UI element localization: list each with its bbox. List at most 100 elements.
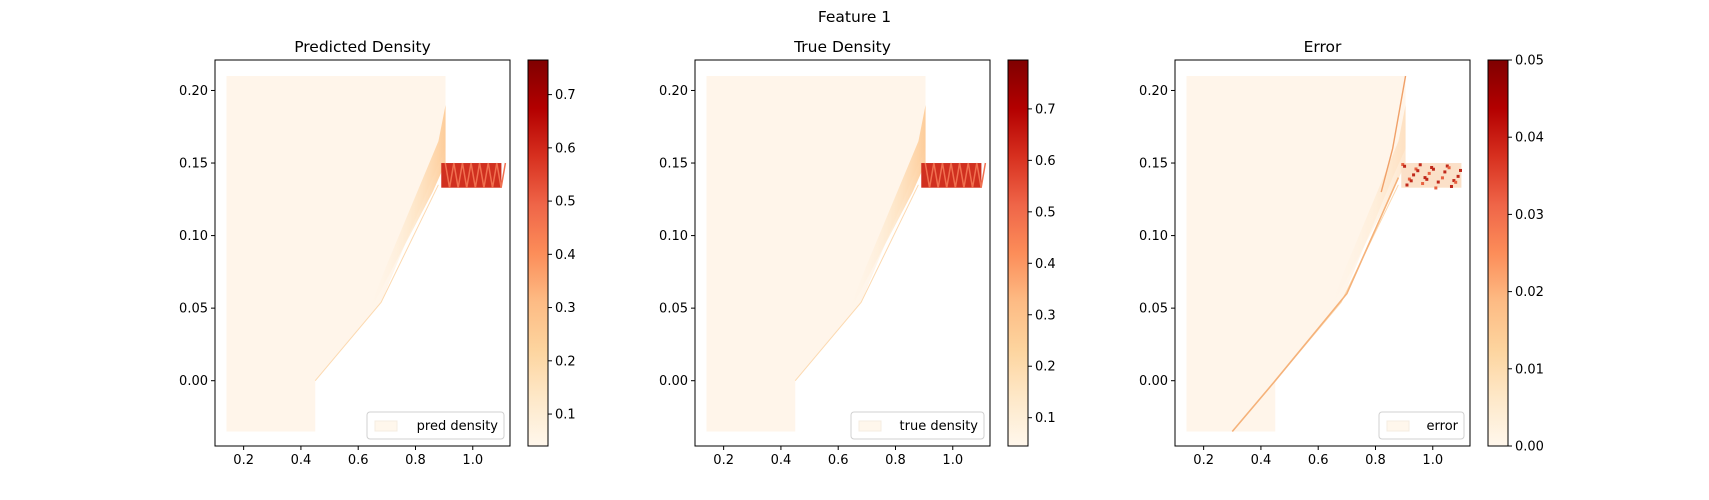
colorbar-tick-label: 0.3 [1035, 308, 1056, 323]
error-speck [1418, 163, 1422, 167]
shock-edge [794, 184, 919, 382]
colorbar-tick-label: 0.02 [1515, 285, 1544, 300]
x-tick-label: 0.2 [1193, 453, 1214, 468]
colorbar-tick-label: 0.5 [1035, 205, 1056, 220]
y-tick-label: 0.20 [179, 84, 208, 99]
colorbar-tick-label: 0.03 [1515, 208, 1544, 223]
panel-1: Predicted Density 0.2 0.4 0.6 0.8 1.0 0.00 0.05… [179, 38, 576, 468]
y-tick-label: 0.05 [1139, 302, 1168, 317]
channel-wave [924, 162, 935, 188]
channel-wave [461, 162, 472, 188]
legend-swatch [374, 420, 398, 432]
axes-frame [694, 59, 991, 447]
x-tick-label: 0.8 [885, 453, 906, 468]
legend-box [1378, 411, 1465, 440]
error-streak-upper [1380, 75, 1407, 193]
colorbar-tick-label: 0.1 [1035, 411, 1056, 426]
error-speck [1427, 171, 1431, 175]
y-tick-label: 0.10 [659, 229, 688, 244]
legend-label: true density [900, 419, 979, 434]
error-speck [1425, 177, 1429, 181]
y-tick-label: 0.00 [1139, 374, 1168, 389]
channel-wave [941, 162, 952, 188]
error-streak [1231, 177, 1400, 433]
axes-frame [1174, 59, 1471, 447]
density-field [226, 75, 446, 432]
colorbar-tick-label: 0.3 [555, 301, 576, 316]
y-tick-label: 0.20 [1139, 84, 1168, 99]
panel-2: True Density 0.2 0.4 0.6 0.8 1.0 0.00 0.05 0.10 0… [659, 38, 1056, 468]
channel-wave [967, 162, 978, 188]
x-tick-label: 0.6 [348, 453, 369, 468]
error-speck [1434, 186, 1438, 190]
colorbar-tick-label: 0.6 [555, 141, 576, 156]
colorbar [1487, 59, 1509, 447]
colorbar-tick-label: 0.2 [555, 354, 576, 369]
error-speck [1412, 173, 1416, 177]
error-speck [1414, 167, 1418, 171]
x-tick-label: 1.0 [462, 453, 483, 468]
panel-title: Predicted Density [294, 38, 431, 56]
error-speck [1449, 184, 1453, 188]
x-tick-label: 1.0 [942, 453, 963, 468]
channel-wave [496, 162, 507, 188]
colorbar-tick-label: 0.7 [555, 88, 576, 103]
legend-label: error [1427, 419, 1459, 434]
y-tick-label: 0.05 [659, 302, 688, 317]
legend-box [366, 411, 505, 440]
axes-frame [214, 59, 511, 447]
error-speck [1459, 168, 1463, 172]
error-speck [1403, 164, 1407, 168]
error-speck [1401, 163, 1405, 167]
shock-edge [314, 184, 439, 382]
x-tick-label: 0.6 [1308, 453, 1329, 468]
legend-swatch [858, 420, 882, 432]
colorbar-tick-label: 0.1 [555, 408, 576, 423]
colorbar-tick-label: 0.5 [555, 195, 576, 210]
channel-wave [950, 162, 961, 188]
x-tick-label: 1.0 [1422, 453, 1443, 468]
error-speck [1405, 183, 1409, 187]
channel-wave [933, 162, 944, 188]
x-tick-label: 0.4 [291, 453, 312, 468]
colorbar-tick-label: 0.7 [1035, 102, 1056, 117]
y-tick-label: 0.15 [659, 157, 688, 172]
error-speck [1431, 167, 1435, 171]
colorbar-tick-label: 0.4 [1035, 257, 1056, 272]
error-speck [1440, 176, 1444, 180]
channel-wave [478, 162, 489, 188]
channel-wave [453, 162, 464, 188]
x-tick-label: 0.6 [828, 453, 849, 468]
error-speck [1447, 166, 1451, 170]
error-speck [1456, 174, 1460, 178]
error-speck [1407, 177, 1411, 181]
colorbar-tick-label: 0.05 [1515, 54, 1544, 69]
colorbar-tick-label: 0.01 [1515, 362, 1544, 377]
error-speck [1423, 176, 1427, 180]
channel-wave [976, 162, 987, 188]
x-tick-label: 0.2 [233, 453, 254, 468]
channel-wave [958, 162, 969, 188]
x-tick-label: 0.4 [771, 453, 792, 468]
y-tick-label: 0.05 [179, 302, 208, 317]
x-tick-label: 0.4 [1251, 453, 1272, 468]
x-tick-label: 0.2 [713, 453, 734, 468]
error-speck [1409, 179, 1413, 183]
error-speck [1452, 179, 1456, 183]
error-speck [1436, 180, 1440, 184]
y-tick-label: 0.10 [179, 229, 208, 244]
y-tick-label: 0.15 [1139, 157, 1168, 172]
y-tick-label: 0.15 [179, 157, 208, 172]
density-field [706, 75, 926, 432]
error-speck [1416, 169, 1420, 173]
y-tick-label: 0.20 [659, 84, 688, 99]
legend-label: pred density [417, 419, 499, 434]
y-tick-label: 0.00 [179, 374, 208, 389]
legend-box [850, 411, 985, 440]
error-speck [1443, 170, 1447, 174]
y-tick-label: 0.00 [659, 374, 688, 389]
channel-wave [444, 162, 455, 188]
error-speck [1430, 165, 1434, 169]
x-tick-label: 0.8 [405, 453, 426, 468]
panel-3: Error 0.2 0.4 0.6 0.8 1.0 0.00 0.05 0.10 0.15 0.20… [1139, 38, 1544, 468]
